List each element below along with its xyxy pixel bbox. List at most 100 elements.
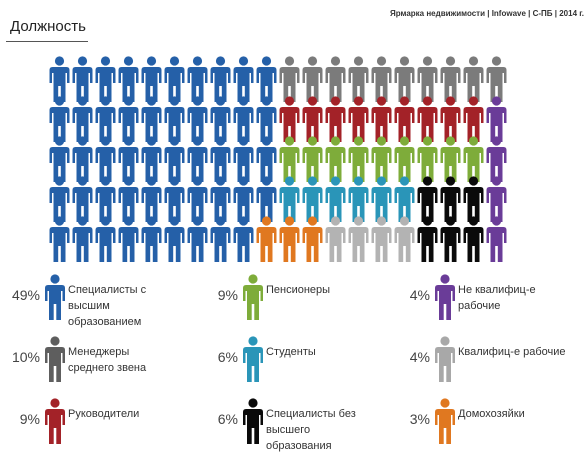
- pictogram-person: [164, 216, 185, 262]
- pictogram-person: [279, 96, 300, 142]
- pictogram-person: [164, 56, 185, 102]
- legend-label: Специалисты без высшего образования: [266, 408, 356, 452]
- pictogram-person: [486, 136, 507, 182]
- source-caption: Ярмарка недвижимости | Infowave | С-ПБ |…: [389, 9, 584, 18]
- pictogram-person: [371, 216, 392, 262]
- pictogram-person: [440, 56, 461, 102]
- legend-person-icon: [45, 274, 65, 320]
- pictogram-person: [463, 176, 484, 222]
- pictogram-grid: [49, 56, 507, 262]
- legend-percent: 4%: [409, 287, 430, 303]
- pictogram-person: [256, 56, 277, 102]
- legend-person-icon: [435, 398, 455, 444]
- pictogram-person: [486, 176, 507, 222]
- pictogram-person: [118, 56, 139, 102]
- pictogram-person: [463, 56, 484, 102]
- pictogram-person: [233, 56, 254, 102]
- legend: 49% Специалисты с высшим образованием 9%…: [0, 272, 588, 456]
- pictogram-person: [486, 96, 507, 142]
- legend-item: 9% Руководители: [0, 396, 180, 452]
- legend-item: 6% Специалисты без высшего образования: [198, 396, 378, 452]
- pictogram-person: [95, 176, 116, 222]
- pictogram-person: [256, 216, 277, 262]
- pictogram-person: [325, 176, 346, 222]
- pictogram-person: [141, 56, 162, 102]
- legend-percent: 4%: [409, 349, 430, 365]
- pictogram-person: [187, 136, 208, 182]
- pictogram-person: [348, 96, 369, 142]
- pictogram-person: [417, 176, 438, 222]
- pictogram-person: [486, 56, 507, 102]
- pictogram-person: [394, 176, 415, 222]
- pictogram-person: [463, 216, 484, 262]
- person-icon: [45, 336, 65, 382]
- legend-item: 4% Не квалифиц-е рабочие: [390, 272, 570, 328]
- pictogram-person: [371, 176, 392, 222]
- pictogram-person: [279, 56, 300, 102]
- person-icon: [243, 274, 263, 320]
- legend-item: 6% Студенты: [198, 334, 378, 390]
- legend-label: Студенты: [266, 346, 316, 358]
- pictogram-person: [49, 56, 70, 102]
- legend-percent: 3%: [409, 411, 430, 427]
- pictogram-person: [463, 96, 484, 142]
- pictogram-person: [210, 136, 231, 182]
- person-icon: [45, 274, 65, 320]
- pictogram-person: [210, 96, 231, 142]
- pictogram-person: [417, 96, 438, 142]
- legend-percent: 6%: [217, 349, 238, 365]
- pictogram-person: [417, 56, 438, 102]
- person-icon: [435, 398, 455, 444]
- chart-title: Должность: [10, 18, 86, 35]
- legend-percent: 49%: [11, 287, 40, 303]
- pictogram-person: [72, 56, 93, 102]
- pictogram-person: [417, 216, 438, 262]
- pictogram-person: [164, 96, 185, 142]
- pictogram-person: [256, 136, 277, 182]
- legend-person-icon: [243, 336, 263, 382]
- pictogram-person: [95, 216, 116, 262]
- pictogram-person: [348, 56, 369, 102]
- legend-percent: 6%: [217, 411, 238, 427]
- pictogram-person: [440, 176, 461, 222]
- pictogram-person: [210, 176, 231, 222]
- pictogram-person: [49, 176, 70, 222]
- pictogram-person: [440, 96, 461, 142]
- pictogram-person: [348, 216, 369, 262]
- legend-label: Менеджеры среднего звена: [68, 346, 147, 374]
- pictogram-person: [118, 216, 139, 262]
- pictogram-person: [49, 136, 70, 182]
- legend-item: 3% Домохозяйки: [390, 396, 570, 452]
- pictogram-person: [164, 176, 185, 222]
- pictogram-person: [463, 136, 484, 182]
- legend-person-icon: [243, 274, 263, 320]
- pictogram-person: [394, 216, 415, 262]
- pictogram-person: [72, 96, 93, 142]
- pictogram-person: [49, 216, 70, 262]
- legend-label: Не квалифиц-е рабочие: [458, 284, 536, 312]
- legend-percent: 9%: [19, 411, 40, 427]
- legend-label: Квалифиц-е рабочие: [458, 346, 566, 358]
- pictogram-person: [302, 216, 323, 262]
- pictogram-person: [371, 136, 392, 182]
- pictogram-person: [348, 136, 369, 182]
- pictogram-person: [394, 56, 415, 102]
- pictogram-person: [302, 176, 323, 222]
- pictogram-person: [118, 136, 139, 182]
- pictogram-person: [141, 136, 162, 182]
- pictogram-person: [325, 96, 346, 142]
- legend-person-icon: [45, 336, 65, 382]
- legend-label: Домохозяйки: [458, 408, 525, 420]
- pictogram-person: [187, 96, 208, 142]
- pictogram-person: [72, 176, 93, 222]
- pictogram-person: [118, 176, 139, 222]
- pictogram-person: [72, 216, 93, 262]
- pictogram-person: [279, 176, 300, 222]
- pictogram-person: [302, 136, 323, 182]
- pictogram-person: [417, 136, 438, 182]
- legend-person-icon: [45, 398, 65, 444]
- pictogram-person: [440, 136, 461, 182]
- pictogram-person: [256, 176, 277, 222]
- pictogram-person: [325, 136, 346, 182]
- pictogram-person: [233, 176, 254, 222]
